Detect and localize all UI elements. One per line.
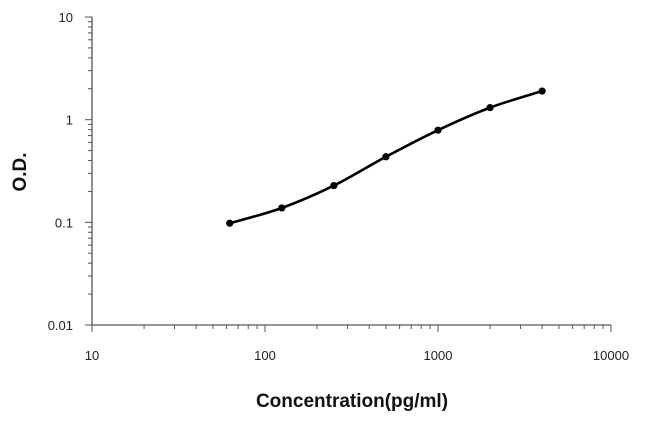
y-tick-label: 1 [66,113,73,128]
data-point [226,219,234,227]
data-point [486,104,494,112]
y-tick-labels: 0.01 0.1 1 10 [48,10,73,333]
x-ticks [91,325,612,332]
data-point [330,181,338,190]
x-tick-label: 10000 [593,348,629,363]
axes [91,17,611,326]
y-tick-label: 0.1 [55,215,73,230]
x-tick-label: 1000 [424,348,453,363]
y-ticks [85,16,92,326]
data-point [434,126,442,134]
x-tick-label: 100 [254,348,276,363]
x-tick-label: 10 [85,348,99,363]
y-tick-label: 10 [59,10,73,25]
y-tick-label: 0.01 [48,318,73,333]
data-point [538,87,546,95]
series [226,87,546,227]
x-tick-labels: 10 100 1000 10000 [85,348,629,363]
x-axis-title: Concentration(pg/ml) [256,391,448,412]
data-point [278,204,286,212]
data-point [382,153,390,161]
y-axis-title: O.D. [10,152,31,191]
